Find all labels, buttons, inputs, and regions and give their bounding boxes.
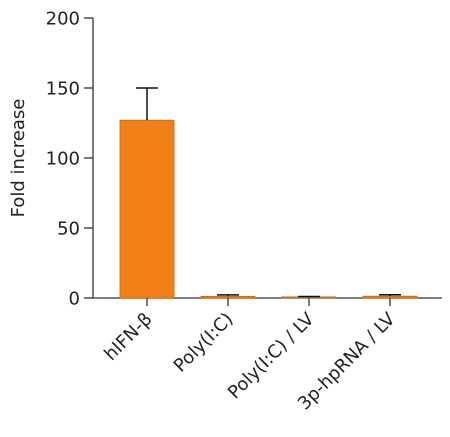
y-tick-label: 150 bbox=[46, 79, 80, 100]
y-ticks: 0 50 100 150 200 bbox=[46, 9, 93, 310]
y-tick-label: 0 bbox=[69, 289, 80, 310]
y-tick-label: 200 bbox=[46, 9, 80, 30]
error-bars bbox=[136, 87, 401, 298]
bar bbox=[119, 119, 175, 299]
x-category-label: hIFN-β bbox=[100, 309, 156, 365]
y-axis-title: Fold increase bbox=[8, 99, 29, 218]
x-category-label: Poly(I:C) bbox=[170, 309, 238, 377]
y-tick-label: 100 bbox=[46, 149, 80, 170]
bar bbox=[362, 295, 418, 299]
bars bbox=[119, 119, 418, 299]
bar bbox=[200, 295, 256, 299]
y-tick-label: 50 bbox=[57, 219, 80, 240]
